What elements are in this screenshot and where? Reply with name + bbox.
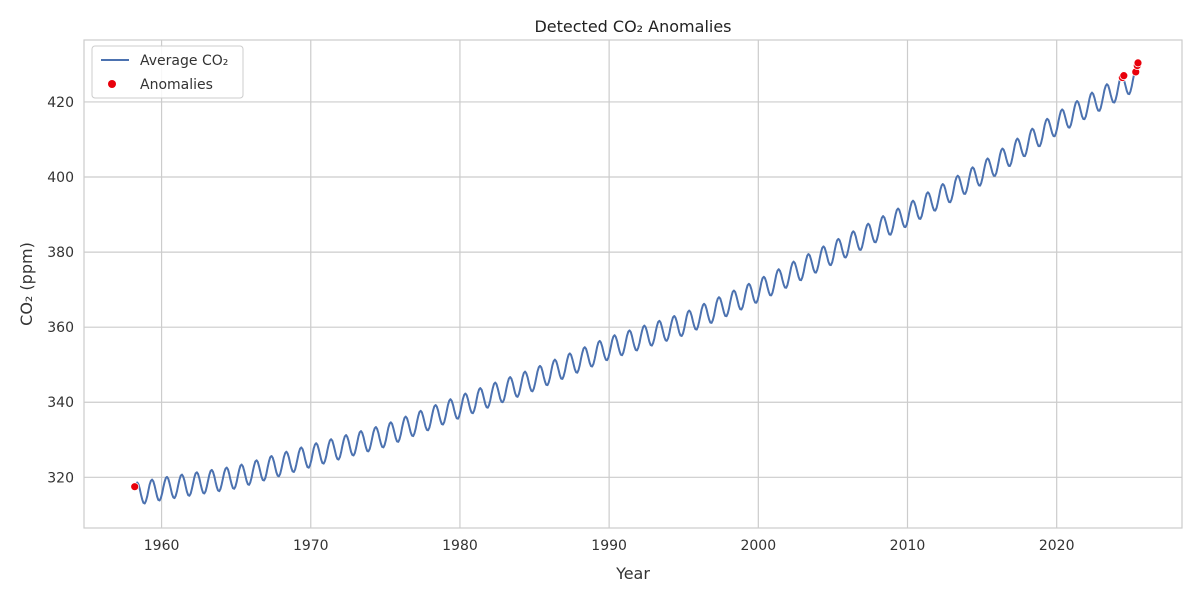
y-tick-label: 340 — [47, 395, 74, 411]
legend-label-anomalies: Anomalies — [140, 77, 213, 93]
average-co2-line — [133, 66, 1139, 505]
y-tick-label: 420 — [47, 95, 74, 111]
legend-box — [91, 45, 244, 99]
tick-labels: 1960 1970 1980 1990 2000 2010 2020 320 340 360 380… — [47, 95, 1074, 554]
legend-label-average: Average CO₂ — [140, 53, 228, 69]
x-tick-label: 1970 — [293, 538, 329, 554]
x-tick-label: 1960 — [144, 538, 180, 554]
x-tick-label: 2020 — [1039, 538, 1075, 554]
anomaly-point — [1119, 71, 1129, 81]
x-tick-label: 2000 — [740, 538, 776, 554]
plot-area — [130, 58, 1143, 505]
legend-marker-swatch — [108, 80, 116, 88]
plot-frame — [83, 39, 1183, 529]
y-tick-label: 320 — [47, 470, 74, 486]
grid — [84, 40, 1182, 528]
x-tick-label: 2010 — [890, 538, 926, 554]
legend: Average CO₂ Anomalies — [91, 45, 244, 99]
x-tick-label: 1980 — [442, 538, 478, 554]
y-tick-label: 360 — [47, 320, 74, 336]
anomaly-point — [130, 482, 140, 492]
y-tick-label: 400 — [47, 170, 74, 186]
x-tick-label: 1990 — [591, 538, 627, 554]
y-axis-label: CO₂ (ppm) — [17, 242, 36, 326]
chart-title: Detected CO₂ Anomalies — [534, 17, 731, 36]
y-tick-label: 380 — [47, 245, 74, 261]
x-axis-label: Year — [615, 564, 650, 583]
anomaly-point — [1133, 58, 1143, 68]
